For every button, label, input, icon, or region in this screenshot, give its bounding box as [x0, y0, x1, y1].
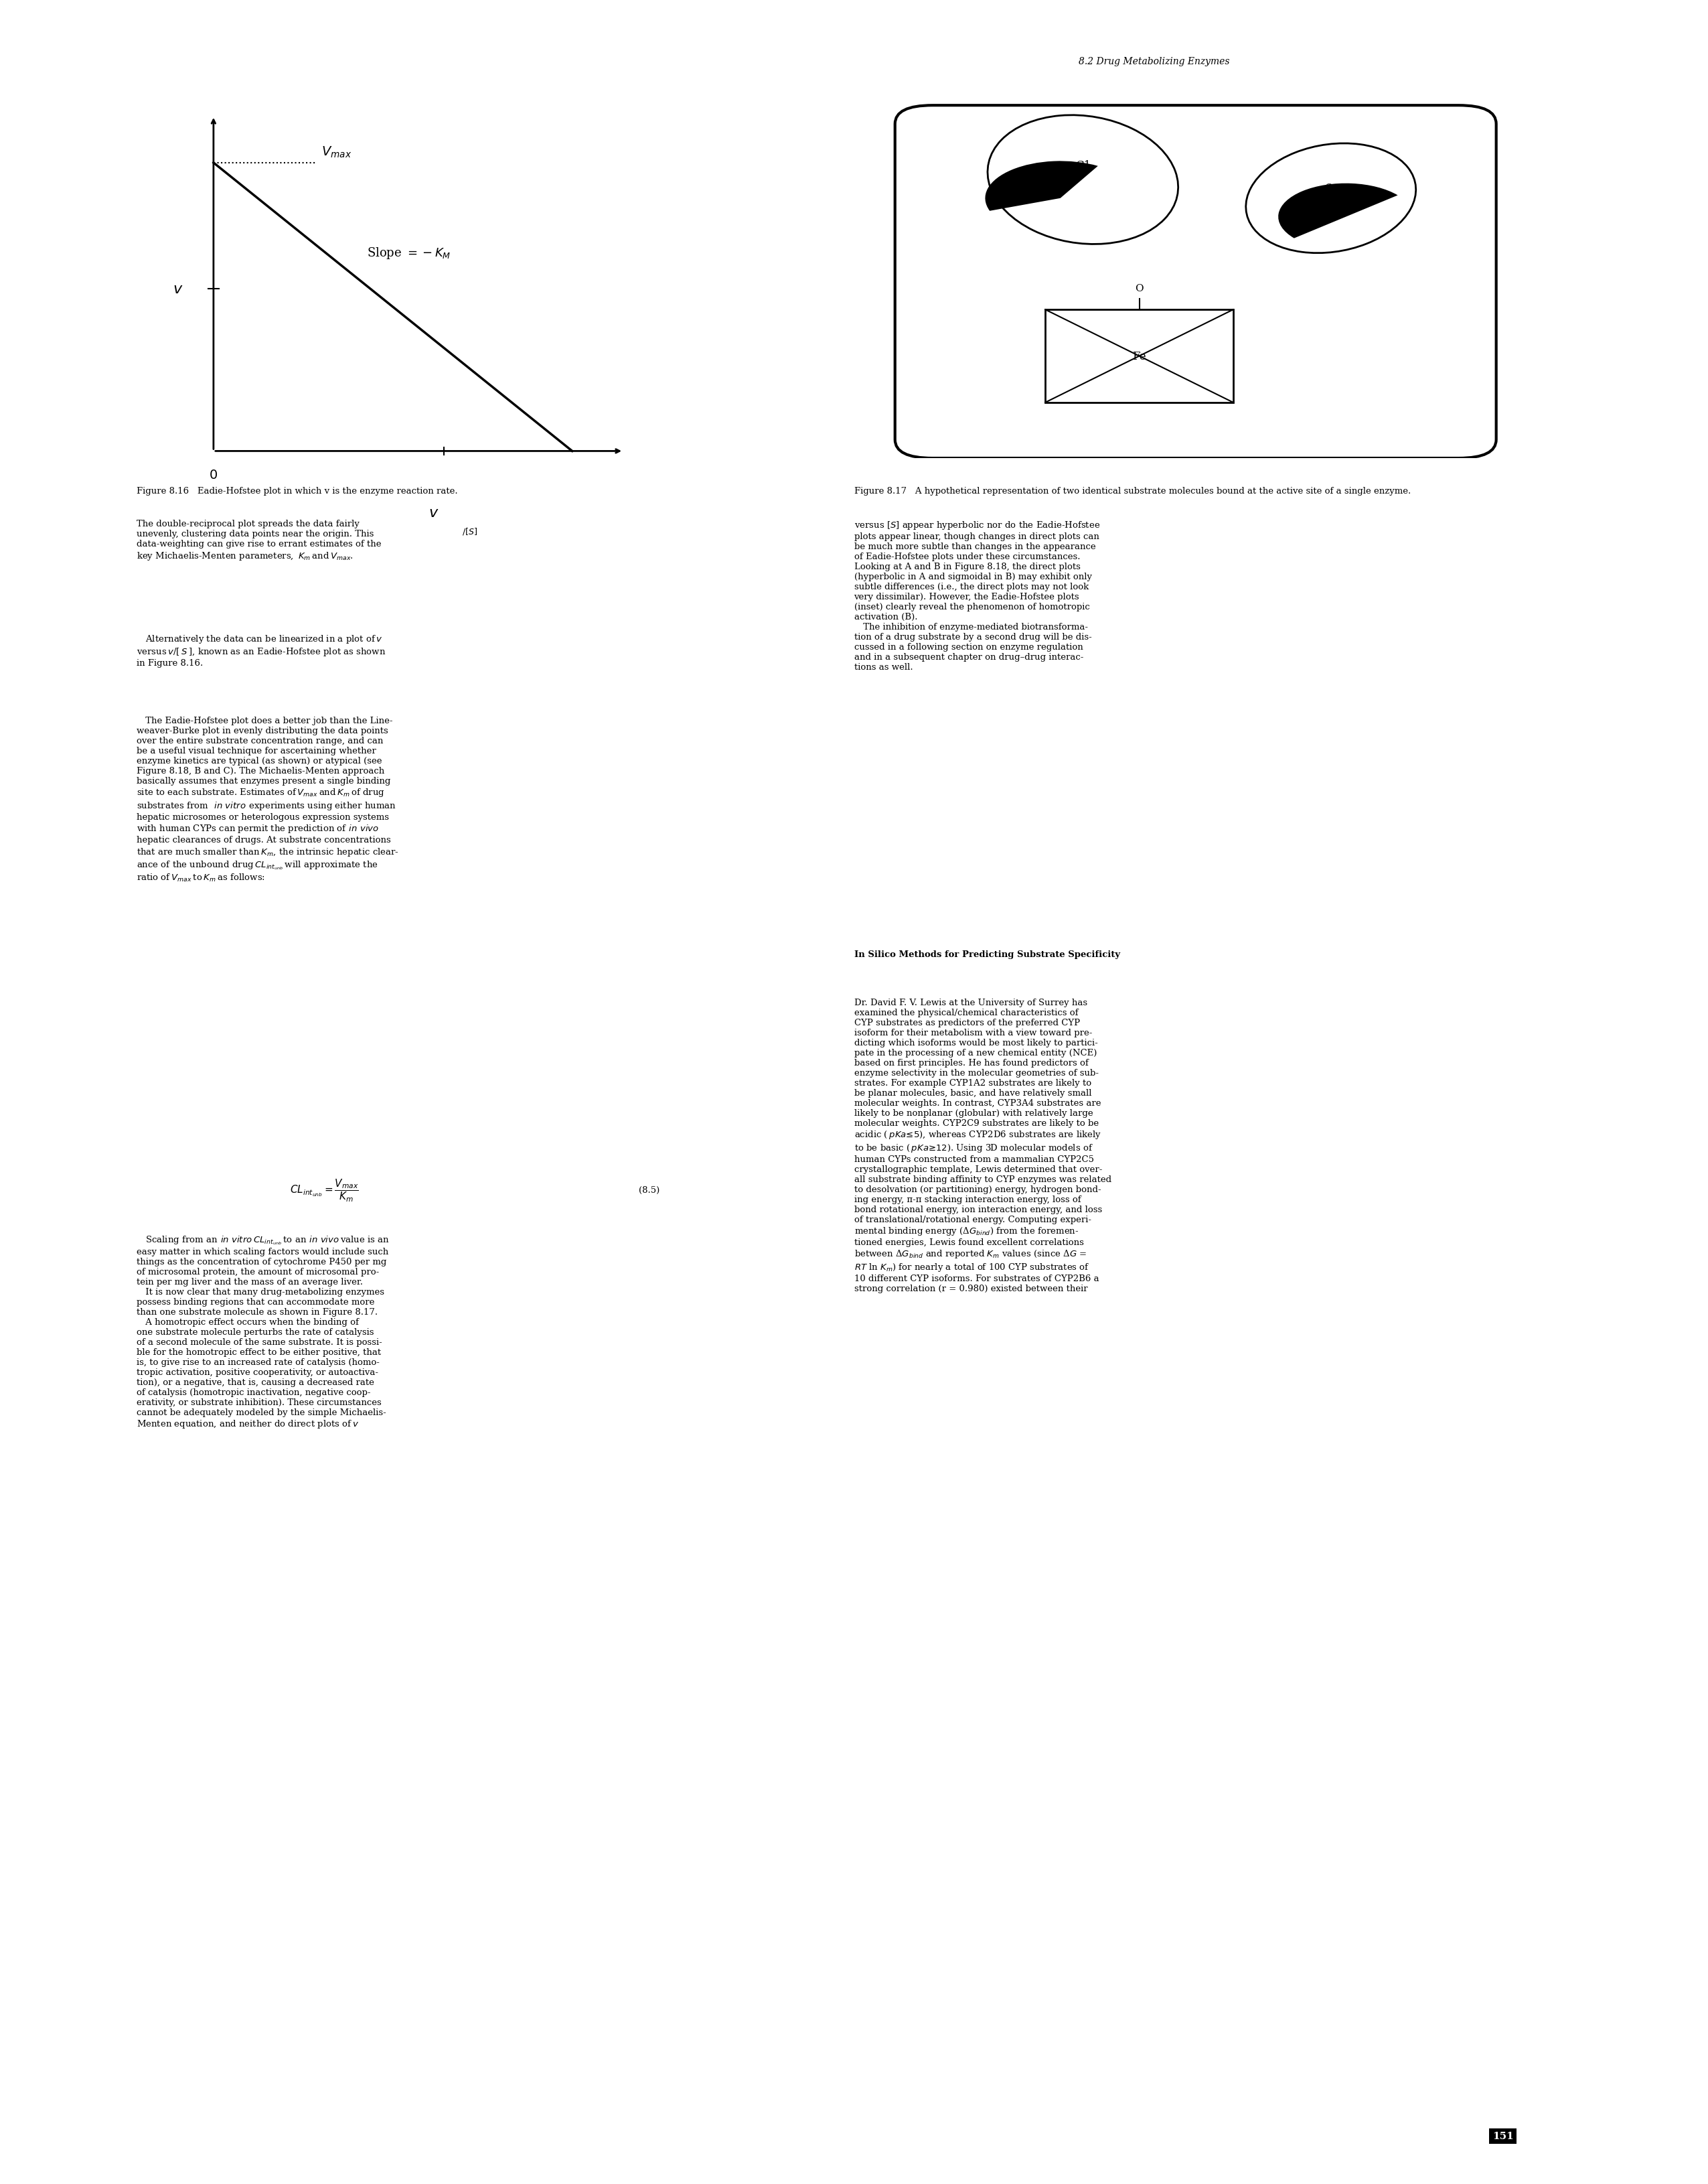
Text: In Silico Methods for Predicting Substrate Specificity: In Silico Methods for Predicting Substra…: [854, 950, 1120, 959]
Text: O$_2$: O$_2$: [1324, 183, 1337, 194]
Text: The Eadie-Hofstee plot does a better job than the Line-
weaver-Burke plot in eve: The Eadie-Hofstee plot does a better job…: [137, 716, 400, 882]
Text: $v$: $v$: [173, 282, 183, 297]
Text: 8.2 Drug Metabolizing Enzymes: 8.2 Drug Metabolizing Enzymes: [1079, 57, 1230, 66]
Text: Scaling from an  $in$ $vitro$ $CL_{int_{unb}}$ to an  $in$ $vivo$ value is an
ea: Scaling from an $in$ $vitro$ $CL_{int_{u…: [137, 1234, 389, 1431]
Wedge shape: [986, 162, 1098, 212]
Ellipse shape: [1245, 144, 1416, 253]
Text: Alternatively the data can be linearized in a plot of $v$
versus $v$/[ $S$ ], kn: Alternatively the data can be linearized…: [137, 633, 386, 668]
Text: versus [$S$] appear hyperbolic nor do the Eadie-Hofstee
plots appear linear, tho: versus [$S$] appear hyperbolic nor do th…: [854, 520, 1100, 673]
Text: Fe: Fe: [1132, 352, 1146, 363]
Text: C1: C1: [1074, 159, 1091, 173]
Text: 151: 151: [1493, 2132, 1513, 2140]
Text: Figure 8.16   Eadie-Hofstee plot in which v is the enzyme reaction rate.: Figure 8.16 Eadie-Hofstee plot in which …: [137, 487, 458, 496]
Text: (8.5): (8.5): [639, 1186, 659, 1195]
Text: $CL_{int_{unb}} = \dfrac{V_{max}}{K_m}$: $CL_{int_{unb}} = \dfrac{V_{max}}{K_m}$: [290, 1177, 359, 1203]
Text: O: O: [1136, 284, 1143, 293]
FancyBboxPatch shape: [1045, 310, 1233, 402]
Text: Figure 8.17   A hypothetical representation of two identical substrate molecules: Figure 8.17 A hypothetical representatio…: [854, 487, 1411, 496]
Text: $_{/[S]}$: $_{/[S]}$: [461, 524, 478, 537]
Text: $v$: $v$: [429, 505, 439, 520]
Wedge shape: [1278, 183, 1397, 238]
Text: Dr. David F. V. Lewis at the University of Surrey has
examined the physical/chem: Dr. David F. V. Lewis at the University …: [854, 998, 1112, 1293]
Text: $0$: $0$: [208, 470, 219, 483]
Text: The double-reciprocal plot spreads the data fairly
unevenly, clustering data poi: The double-reciprocal plot spreads the d…: [137, 520, 381, 561]
FancyBboxPatch shape: [895, 105, 1496, 459]
Text: $V_{max}$: $V_{max}$: [321, 146, 352, 159]
Ellipse shape: [987, 116, 1179, 245]
Text: Slope $= -K_M$: Slope $= -K_M$: [367, 247, 451, 260]
